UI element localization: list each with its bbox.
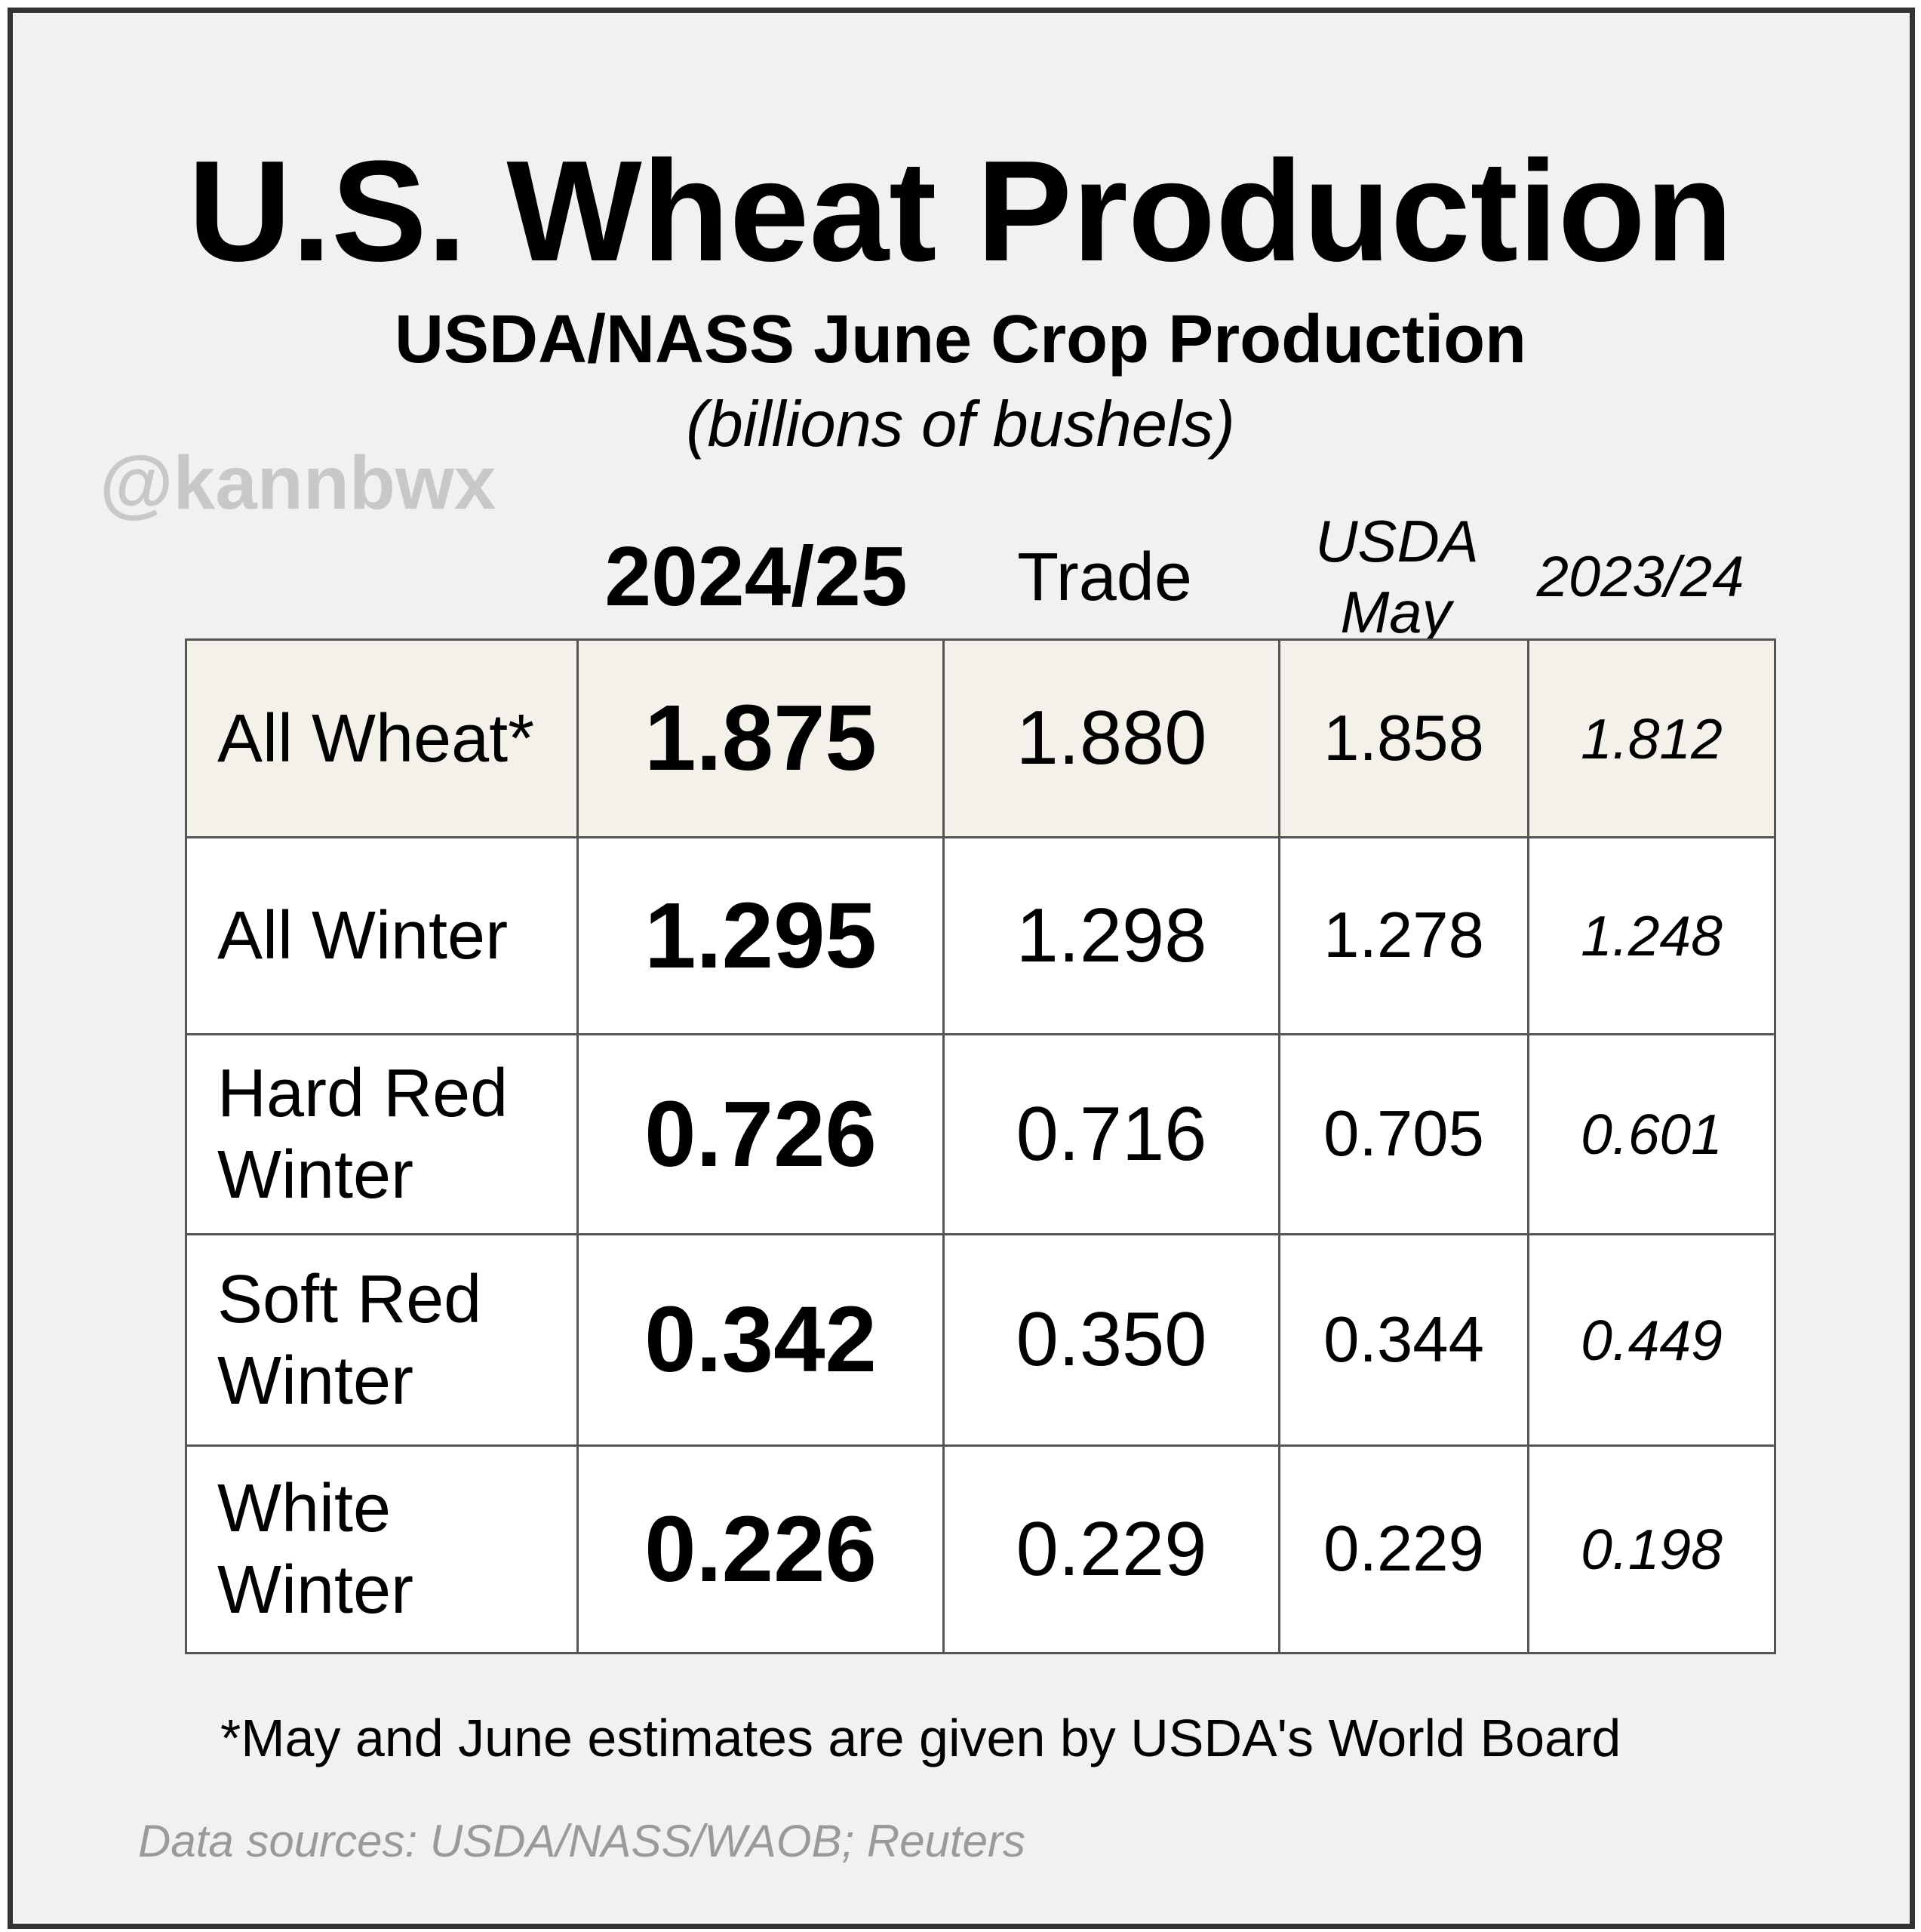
source: Data sources: USDA/NASS/WAOB; Reuters — [138, 1816, 1025, 1866]
table-cell: 0.449 — [1527, 1233, 1776, 1447]
table-row: All Wheat* 1.875 1.880 1.858 1.812 — [185, 638, 1776, 838]
column-header: USDA May — [1315, 508, 1479, 645]
subtitle: USDA/NASS June Crop Production — [394, 302, 1527, 377]
table-cell: 0.726 — [576, 1033, 945, 1235]
table-cell: 0.342 — [576, 1233, 945, 1447]
table-cell: 0.601 — [1527, 1033, 1776, 1235]
table-cell: 0.229 — [942, 1444, 1280, 1654]
row-label: White Winter — [185, 1444, 579, 1654]
table-row: White Winter 0.226 0.229 0.229 0.198 — [185, 1444, 1776, 1654]
data-table: All Wheat* 1.875 1.880 1.858 1.812 All Winter… — [185, 638, 1776, 1654]
table-cell: 0.705 — [1278, 1033, 1529, 1235]
row-label: All Wheat* — [185, 638, 579, 838]
row-label: Hard Red Winter — [185, 1033, 579, 1235]
column-header: Trade — [1017, 540, 1192, 615]
table-cell: 1.295 — [576, 836, 945, 1035]
table-cell: 1.248 — [1527, 836, 1776, 1035]
column-header: 2023/24 — [1536, 545, 1744, 610]
table-body: All Wheat* 1.875 1.880 1.858 1.812 All Winter… — [185, 638, 1776, 1654]
watermark: @kannbwx — [100, 441, 496, 525]
table-cell: 1.812 — [1527, 638, 1776, 838]
table-cell: 0.350 — [942, 1233, 1280, 1447]
table-cell: 0.229 — [1278, 1444, 1529, 1654]
table-cell: 0.198 — [1527, 1444, 1776, 1654]
column-header: 2024/25 — [604, 530, 908, 624]
table-row: All Winter 1.295 1.298 1.278 1.248 — [185, 836, 1776, 1035]
title: U.S. Wheat Production — [188, 131, 1733, 291]
table-cell: 1.298 — [942, 836, 1280, 1035]
unit: (billions of bushels) — [686, 389, 1235, 460]
table-cell: 1.880 — [942, 638, 1280, 838]
row-label: All Winter — [185, 836, 579, 1035]
row-label: Soft Red Winter — [185, 1233, 579, 1447]
table-cell: 0.226 — [576, 1444, 945, 1654]
table-cell: 1.875 — [576, 638, 945, 838]
table-cell: 1.858 — [1278, 638, 1529, 838]
table-cell: 0.716 — [942, 1033, 1280, 1235]
table-cell: 0.344 — [1278, 1233, 1529, 1447]
table-row: Hard Red Winter 0.726 0.716 0.705 0.601 — [185, 1033, 1776, 1235]
footnote: *May and June estimates are given by USD… — [220, 1709, 1621, 1767]
table-cell: 1.278 — [1278, 836, 1529, 1035]
table-row: Soft Red Winter 0.342 0.350 0.344 0.449 — [185, 1233, 1776, 1447]
